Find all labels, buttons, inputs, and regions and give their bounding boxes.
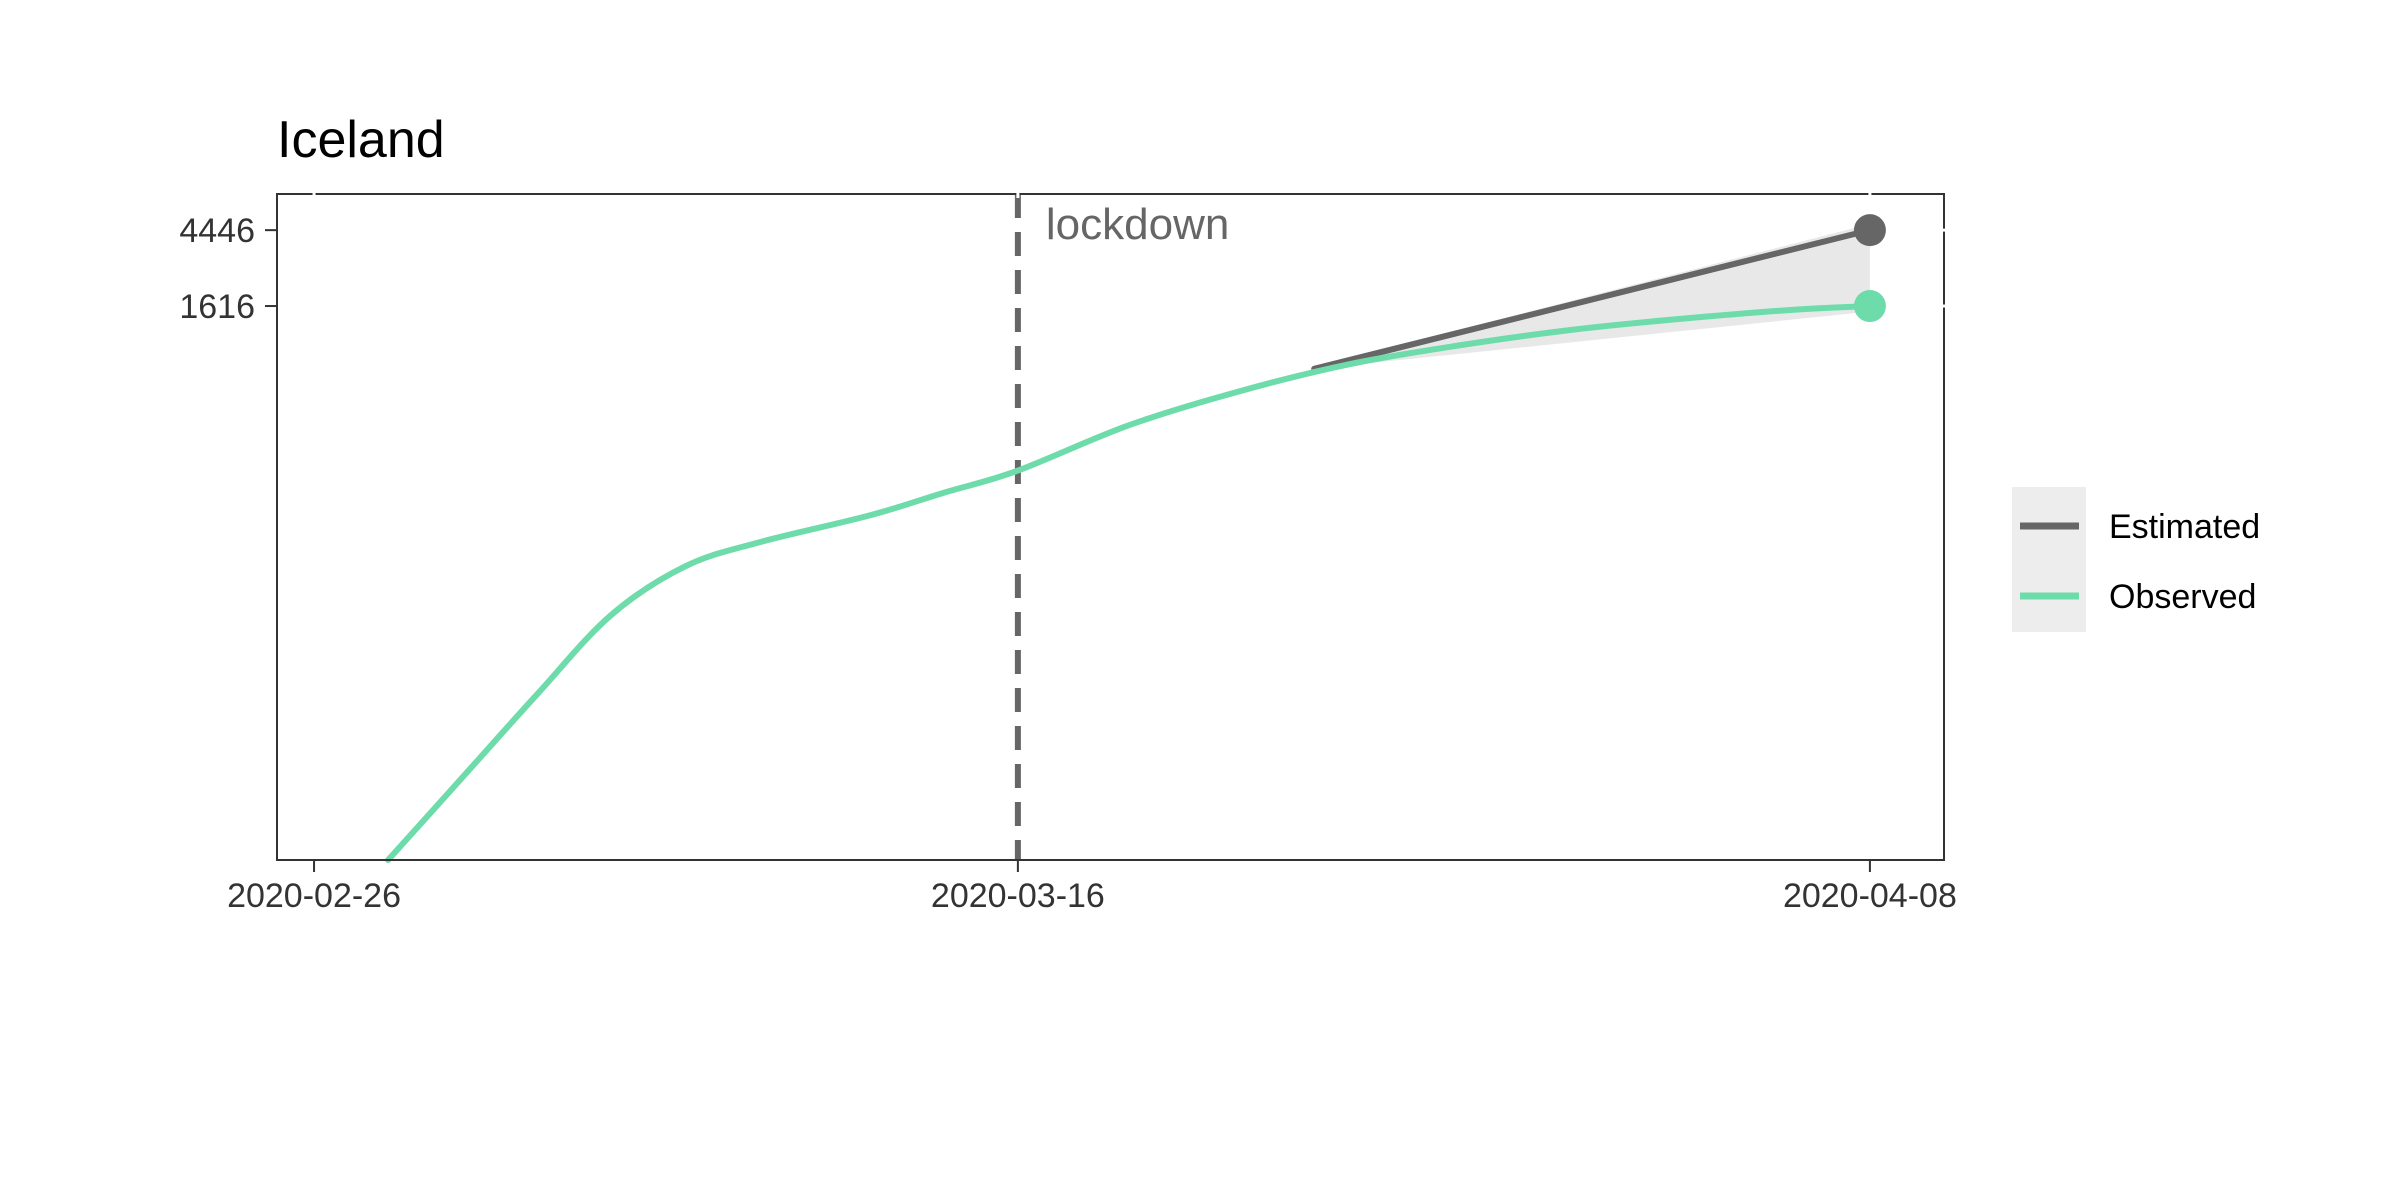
legend-key-background [2012, 487, 2086, 632]
annotation-layer: lockdown [1014, 194, 1229, 860]
legend-label-observed: Observed [2109, 578, 2256, 616]
x-tick-label: 2020-02-26 [227, 877, 401, 915]
endpoint-marker-estimated [1853, 214, 1886, 247]
y-axis: 4446 1616 [179, 212, 1946, 326]
x-tick-label: 2020-04-08 [1783, 877, 1957, 915]
lockdown-label: lockdown [1046, 200, 1229, 249]
endpoint-marker-observed [1853, 290, 1886, 323]
legend: Estimated Observed [2012, 487, 2260, 632]
y-tick-label: 1616 [179, 288, 255, 326]
chart-title: Iceland [277, 111, 445, 169]
x-tick-label: 2020-03-16 [931, 877, 1105, 915]
series-line-observed [385, 303, 1873, 863]
plot-panel-border [276, 193, 1945, 861]
legend-label-estimated: Estimated [2109, 508, 2260, 546]
y-tick-label: 4446 [179, 212, 255, 250]
plot-area: lockdown [276, 193, 1945, 863]
series-line-estimated [1311, 227, 1873, 372]
x-axis: 2020-02-26 2020-03-16 2020-04-08 [227, 192, 1957, 915]
series-layer [385, 214, 1886, 863]
